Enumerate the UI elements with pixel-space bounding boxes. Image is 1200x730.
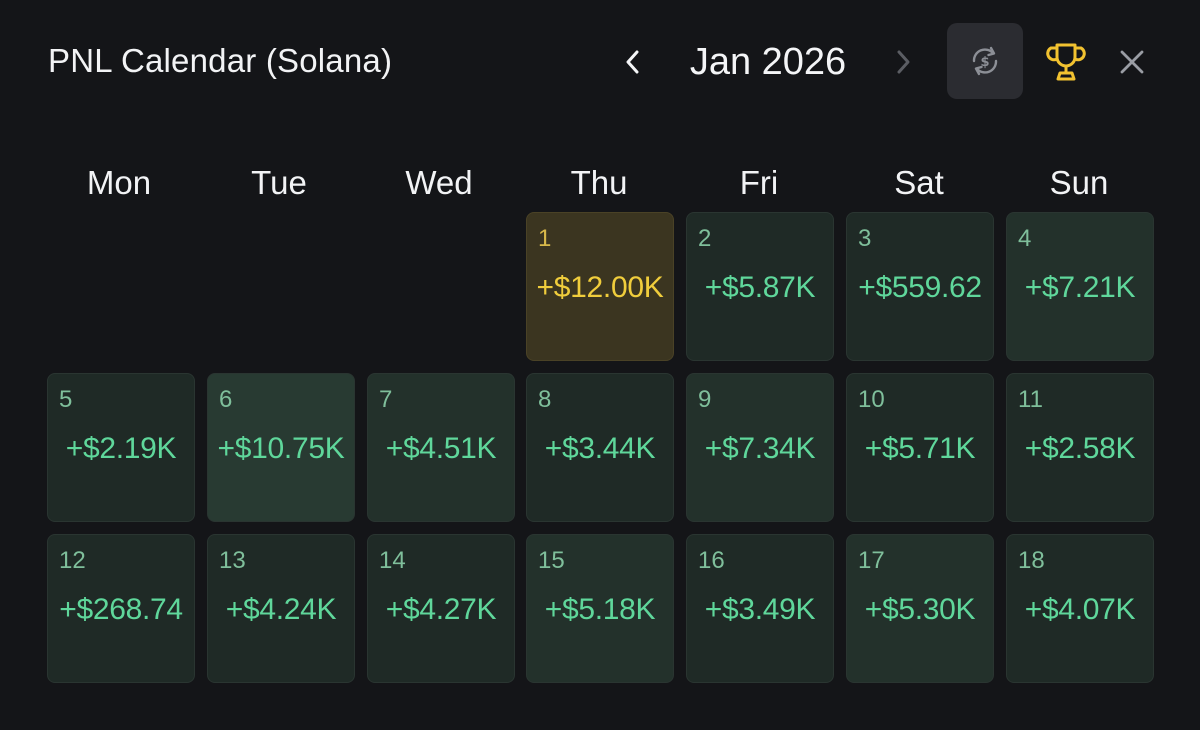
chevron-right-icon [897,50,910,74]
day-pnl-value: +$5.18K [544,593,656,626]
day-cell[interactable]: 4 +$7.21K [1006,212,1154,361]
day-cell[interactable]: 9 +$7.34K [686,373,834,522]
leaderboard-button[interactable] [1042,38,1090,86]
day-cell[interactable]: 10 +$5.71K [846,373,994,522]
day-cell[interactable]: 1 +$12.00K [526,212,674,361]
day-pnl-value: +$5.71K [864,432,976,465]
weekday-sat: Sat [894,164,944,201]
weekday-mon: Mon [86,164,152,201]
current-month-label: Jan 2026 [689,41,847,83]
day-pnl-value: +$3.49K [704,593,816,626]
day-pnl-value: +$2.58K [1024,432,1136,465]
day-pnl-value: +$4.27K [385,593,497,626]
day-pnl-value: +$2.19K [65,432,177,465]
day-number: 15 [538,547,565,574]
weekday-wed: Wed [405,164,473,201]
day-number: 14 [379,547,406,574]
day-pnl-value: +$10.75K [217,432,345,465]
weekday-sun: Sun [1049,164,1109,201]
day-pnl-value: +$7.34K [704,432,816,465]
day-cell[interactable]: 17 +$5.30K [846,534,994,683]
day-cell[interactable]: 14 +$4.27K [367,534,515,683]
day-pnl-value: +$4.51K [385,432,497,465]
day-pnl-value: +$5.87K [704,271,816,304]
day-pnl-value: +$4.24K [225,593,337,626]
currency-toggle-button[interactable]: $ [947,23,1023,99]
day-cell[interactable]: 12 +$268.74 [47,534,195,683]
day-cell[interactable]: 8 +$3.44K [526,373,674,522]
day-number: 17 [858,547,885,574]
day-number: 2 [698,225,712,252]
day-cell[interactable]: 5 +$2.19K [47,373,195,522]
trophy-icon [1046,43,1086,81]
day-number: 16 [698,547,725,574]
day-cell[interactable]: 3 +$559.62 [846,212,994,361]
day-pnl-value: +$4.07K [1024,593,1136,626]
currency-swap-icon: $ [972,46,998,76]
close-button[interactable] [1110,40,1154,84]
day-number: 8 [538,386,552,413]
day-number: 11 [1018,386,1043,413]
day-pnl-value: +$559.62 [858,271,982,304]
day-number: 10 [858,386,885,413]
day-number: 7 [379,386,393,413]
close-icon [1120,50,1144,74]
day-number: 1 [538,225,552,252]
day-cell[interactable]: 13 +$4.24K [207,534,355,683]
chevron-left-icon [626,50,639,74]
day-pnl-value: +$7.21K [1024,271,1136,304]
day-pnl-value: +$12.00K [536,271,664,304]
weekday-fri: Fri [739,164,779,201]
svg-text:$: $ [980,55,989,70]
day-number: 6 [219,386,233,413]
weekday-thu: Thu [570,164,628,201]
day-cell[interactable]: 18 +$4.07K [1006,534,1154,683]
day-cell[interactable]: 6 +$10.75K [207,373,355,522]
day-number: 4 [1018,225,1032,252]
calendar-header: PNL Calendar (Solana) Jan 2026 $ [0,0,1200,124]
next-month-button[interactable] [884,40,922,84]
day-pnl-value: +$268.74 [59,593,183,626]
day-cell[interactable]: 16 +$3.49K [686,534,834,683]
day-number: 18 [1018,547,1045,574]
day-cell[interactable]: 15 +$5.18K [526,534,674,683]
page-title: PNL Calendar (Solana) [48,42,393,79]
day-number: 12 [59,547,86,574]
day-cell[interactable]: 7 +$4.51K [367,373,515,522]
day-number: 13 [219,547,246,574]
weekday-header-row: Mon Tue Wed Thu Fri Sat Sun [44,160,1156,206]
weekday-tue: Tue [251,164,307,201]
previous-month-button[interactable] [614,40,652,84]
day-pnl-value: +$5.30K [864,593,976,626]
day-cell[interactable]: 11 +$2.58K [1006,373,1154,522]
day-cell[interactable]: 2 +$5.87K [686,212,834,361]
day-number: 3 [858,225,872,252]
day-number: 5 [59,386,73,413]
day-number: 9 [698,386,712,413]
day-pnl-value: +$3.44K [544,432,656,465]
